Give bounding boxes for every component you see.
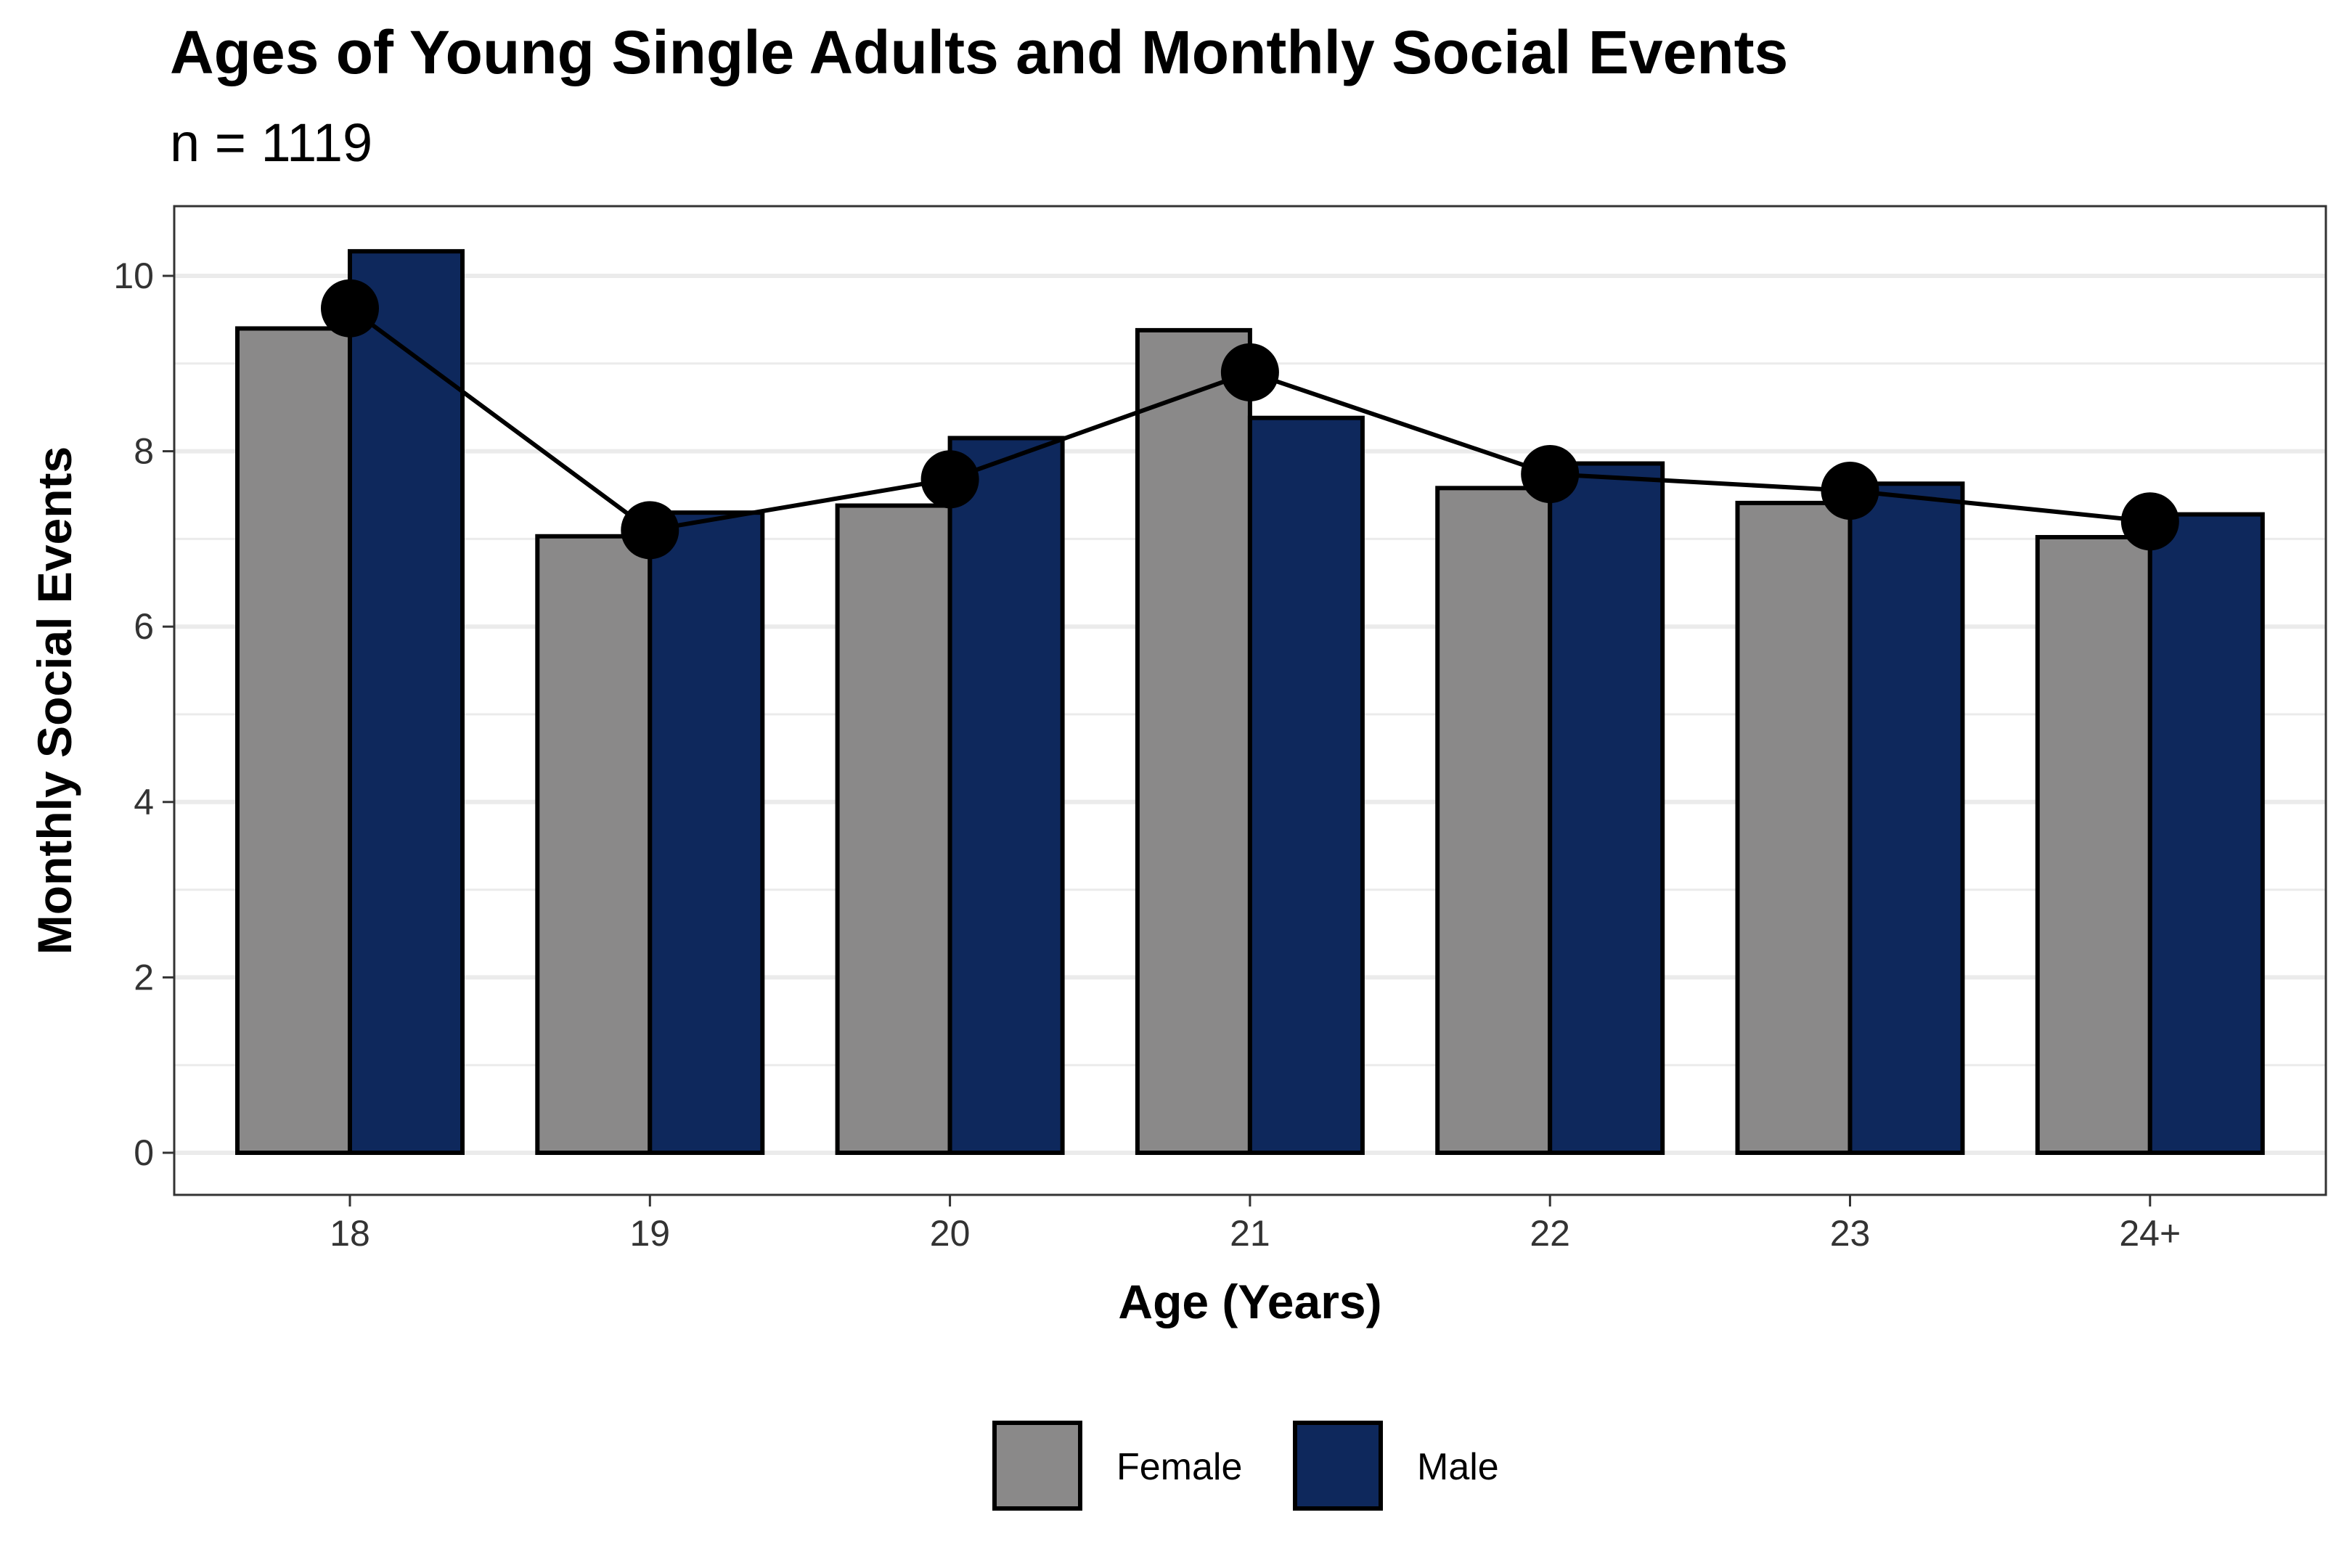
bars [235, 249, 2265, 1156]
y-tick-label: 6 [134, 606, 154, 647]
bar-male-21 [1247, 415, 1365, 1155]
x-tick-label: 21 [1230, 1213, 1270, 1254]
bar-male-23 [1847, 481, 1965, 1155]
x-tick-label: 18 [330, 1213, 370, 1254]
y-tick-label: 4 [134, 782, 154, 822]
x-tick-label: 19 [629, 1213, 670, 1254]
x-tick-label: 20 [930, 1213, 971, 1254]
bar-female-24+ [2035, 534, 2152, 1155]
mean-point-21 [1220, 343, 1279, 401]
bar-male-19 [648, 510, 765, 1155]
bar-male-22 [1548, 461, 1665, 1155]
mean-point-24+ [2120, 492, 2179, 551]
y-tick-label: 2 [134, 957, 154, 997]
legend-key-male [1293, 1421, 1383, 1511]
bar-female-18 [235, 326, 352, 1156]
bar-male-24+ [2147, 512, 2265, 1155]
chart-subtitle: n = 1119 [170, 113, 373, 173]
mean-line [321, 279, 2179, 560]
bar-female-21 [1135, 327, 1252, 1155]
y-axis-title: Monthly Social Events [28, 446, 81, 955]
y-tick-label: 8 [134, 431, 154, 472]
y-tick-label: 10 [113, 256, 154, 296]
chart-title: Ages of Young Single Adults and Monthly … [170, 18, 1789, 86]
bar-male-18 [348, 249, 465, 1155]
legend: Female Male [992, 1421, 1499, 1511]
legend-label-male: Male [1417, 1446, 1499, 1488]
bar-male-20 [947, 436, 1065, 1155]
bar-female-19 [535, 534, 653, 1155]
x-tick-label: 22 [1530, 1213, 1570, 1254]
mean-point-23 [1821, 461, 1879, 520]
mean-point-19 [621, 501, 679, 560]
x-tick-label: 23 [1830, 1213, 1871, 1254]
legend-label-female: Female [1116, 1446, 1242, 1488]
bar-female-22 [1435, 486, 1553, 1155]
bar-female-20 [835, 503, 952, 1155]
axes: 0 2 4 6 8 10 18 19 20 21 22 23 24+ [113, 256, 2181, 1254]
x-tick-label: 24+ [2119, 1213, 2181, 1254]
y-tick-label: 0 [134, 1132, 154, 1173]
bar-female-23 [1735, 500, 1853, 1155]
mean-point-22 [1521, 445, 1580, 504]
mean-point-20 [920, 450, 979, 509]
mean-point-18 [321, 279, 379, 338]
legend-key-female [992, 1421, 1082, 1511]
x-axis-title: Age (Years) [1118, 1275, 1381, 1328]
